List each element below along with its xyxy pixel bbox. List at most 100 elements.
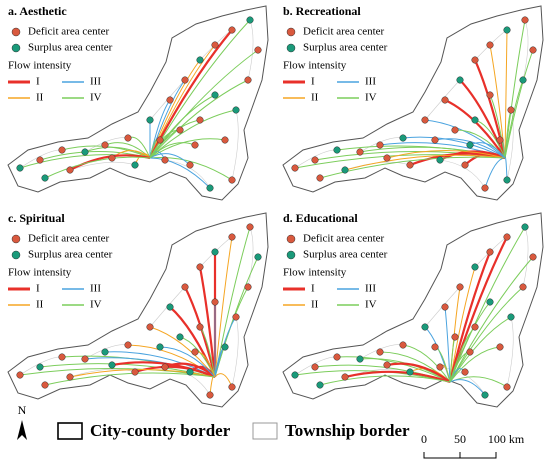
deficit-center: [383, 154, 391, 162]
surplus-center: [146, 116, 154, 124]
scale-label: 100 km: [488, 432, 525, 446]
deficit-center: [228, 233, 236, 241]
legend-flow-level: II: [311, 92, 319, 104]
deficit-center: [311, 156, 319, 164]
surplus-center: [316, 381, 324, 389]
surplus-center: [466, 141, 474, 149]
legend-flow-level: IV: [90, 299, 102, 311]
legend-flow-level: II: [36, 92, 44, 104]
township-swatch: [252, 422, 278, 440]
legend-deficit: Deficit area center: [28, 233, 110, 245]
surplus-center: [221, 343, 229, 351]
scale-label: 50: [454, 432, 466, 446]
deficit-center: [529, 46, 537, 54]
flow-line: [44, 156, 151, 179]
surplus-center: [503, 26, 511, 34]
map-panel: b. Recreational Deficit area center Surplu…: [282, 4, 544, 201]
deficit-center: [254, 46, 262, 54]
flow-line: [84, 146, 151, 159]
legend-flow-level: III: [365, 76, 376, 88]
panel-title: a. Aesthetic: [8, 4, 67, 18]
flow-line: [319, 156, 506, 179]
surplus-center: [333, 146, 341, 154]
flow-line: [444, 306, 451, 383]
legend-deficit-dot: [11, 27, 21, 37]
deficit-center: [176, 126, 184, 134]
deficit-center: [232, 313, 240, 321]
legend-flow-level: IV: [90, 92, 102, 104]
surplus-center: [519, 76, 527, 84]
flow-line: [336, 356, 451, 383]
surplus-center: [196, 56, 204, 64]
deficit-center: [211, 41, 219, 49]
deficit-center: [451, 333, 459, 341]
legend-deficit: Deficit area center: [303, 233, 385, 245]
deficit-center: [36, 156, 44, 164]
flow-line: [149, 59, 201, 159]
deficit-center: [496, 343, 504, 351]
legend-deficit: Deficit area center: [28, 26, 110, 38]
deficit-center: [196, 263, 204, 271]
panel-title: d. Educational: [283, 211, 358, 225]
legend-surplus-dot: [286, 250, 296, 260]
deficit-center: [16, 371, 24, 379]
township-label: Township border: [285, 421, 410, 440]
deficit-center: [108, 154, 116, 162]
deficit-center: [181, 283, 189, 291]
legend-flow-level: III: [90, 76, 101, 88]
surplus-center: [406, 368, 414, 376]
township-border: [231, 316, 239, 388]
legend-flow-level: I: [311, 76, 315, 88]
flow-line: [424, 119, 506, 159]
township-border: [247, 19, 254, 81]
deficit-center: [41, 381, 49, 389]
city-county-swatch: [57, 422, 83, 440]
deficit-center: [58, 353, 66, 361]
deficit-center: [451, 126, 459, 134]
flow-line: [69, 369, 216, 378]
deficit-center: [166, 96, 174, 104]
township-border: [247, 226, 254, 288]
surplus-center: [436, 156, 444, 164]
legend-surplus-dot: [286, 43, 296, 53]
surplus-center: [456, 76, 464, 84]
deficit-center: [406, 161, 414, 169]
legend-flow-title: Flow intensity: [283, 267, 347, 279]
township-border: [231, 109, 239, 181]
panel-title: c. Spiritual: [8, 211, 65, 225]
bottom-legend: N City-county border Township border 0 5…: [17, 403, 525, 459]
flow-line: [169, 306, 217, 378]
surplus-center: [186, 368, 194, 376]
deficit-center: [481, 184, 489, 192]
deficit-center: [471, 323, 479, 331]
surplus-center: [521, 223, 529, 231]
deficit-center: [431, 343, 439, 351]
legend-flow-level: I: [36, 76, 40, 88]
township-border: [69, 161, 136, 171]
deficit-center: [436, 363, 444, 371]
township-border: [439, 159, 486, 189]
surplus-center: [481, 391, 489, 399]
legend-flow-level: II: [36, 299, 44, 311]
deficit-center: [341, 373, 349, 381]
surplus-center: [156, 343, 164, 351]
legend-flow-level: IV: [365, 92, 377, 104]
legend-surplus: Surplus area center: [28, 249, 113, 261]
deficit-center: [58, 146, 66, 154]
deficit-center: [333, 353, 341, 361]
surplus-center: [206, 184, 214, 192]
legend-surplus-dot: [11, 43, 21, 53]
deficit-center: [496, 136, 504, 144]
flow-line: [149, 138, 226, 159]
legend-flow-level: I: [311, 283, 315, 295]
legend-flow-level: II: [311, 299, 319, 311]
flow-line: [449, 316, 512, 383]
flow-line: [319, 375, 451, 386]
deficit-center: [503, 383, 511, 391]
scale-label: 0: [421, 432, 427, 446]
flow-line: [344, 370, 451, 384]
deficit-center: [206, 391, 214, 399]
flow-line: [489, 94, 506, 159]
deficit-center: [399, 341, 407, 349]
township-border: [522, 19, 529, 81]
